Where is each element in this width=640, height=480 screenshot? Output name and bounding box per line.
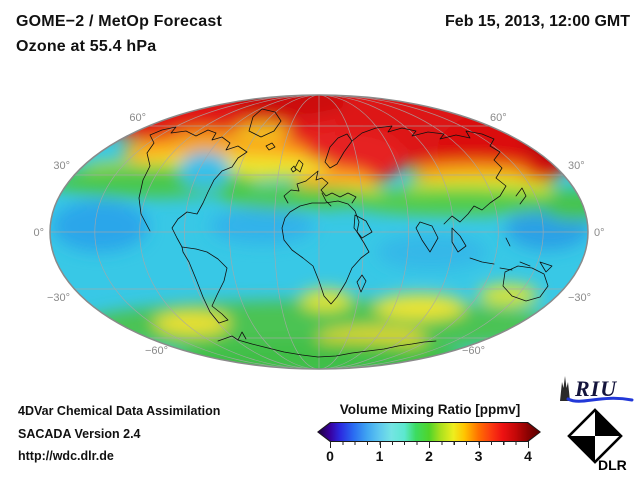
lat-label-right-30: 30° <box>568 160 585 172</box>
colorbar-tick-4 <box>528 441 529 448</box>
ozone-field <box>50 95 588 369</box>
riu-cathedral-icon <box>560 376 570 401</box>
footer-version: SACADA Version 2.4 <box>18 427 141 441</box>
lat-label-right-m60: −60° <box>462 345 485 357</box>
lat-label-left-60: 60° <box>129 112 146 124</box>
colorbar-tick-2 <box>429 441 430 448</box>
colorbar-tick-1 <box>379 441 381 448</box>
map-title: GOME−2 / MetOp Forecast <box>16 13 222 30</box>
colorbar-tick-3 <box>478 441 480 448</box>
lat-label-left-0: 0° <box>33 227 44 239</box>
footer-assimilation: 4DVar Chemical Data Assimilation <box>18 404 221 418</box>
timestamp: Feb 15, 2013, 12:00 GMT <box>445 13 630 30</box>
map-outline <box>49 94 589 370</box>
dlr-logo: DLR <box>567 408 627 473</box>
riu-swoosh <box>566 396 634 403</box>
colorbar-gradient <box>318 423 540 441</box>
colorbar-ticklabel-1: 1 <box>375 448 384 464</box>
lat-label-left-m30: −30° <box>47 292 70 304</box>
map-subtitle: Ozone at 55.4 hPa <box>16 38 157 55</box>
colorbar-ticklabel-3: 3 <box>474 448 483 464</box>
colorbar-tick-0 <box>330 441 331 448</box>
colorbar-ticklabel-0: 0 <box>326 448 334 464</box>
graticule <box>50 95 588 369</box>
lat-label-left-30: 30° <box>53 160 70 172</box>
colorbar-ticklabel-2: 2 <box>425 448 433 464</box>
colorbar <box>317 422 541 442</box>
riu-logo: RIU <box>560 376 634 403</box>
lat-label-right-60: 60° <box>490 112 507 124</box>
latitude-labels: 60° 30° 0° −30° −60° 60° 30° 0° −30° −60… <box>33 112 604 357</box>
footer-url: http://wdc.dlr.de <box>18 449 114 463</box>
lat-label-left-m60: −60° <box>145 345 168 357</box>
colorbar-ticklabel-4: 4 <box>524 448 532 464</box>
lat-label-right-m30: −30° <box>568 292 591 304</box>
dlr-logo-text: DLR <box>598 457 627 473</box>
riu-logo-text: RIU <box>574 376 617 401</box>
coastlines <box>138 108 573 358</box>
colorbar-title: Volume Mixing Ratio [ppmv] <box>339 402 521 417</box>
dlr-emblem-icon <box>567 408 623 464</box>
lat-label-right-0: 0° <box>594 227 605 239</box>
